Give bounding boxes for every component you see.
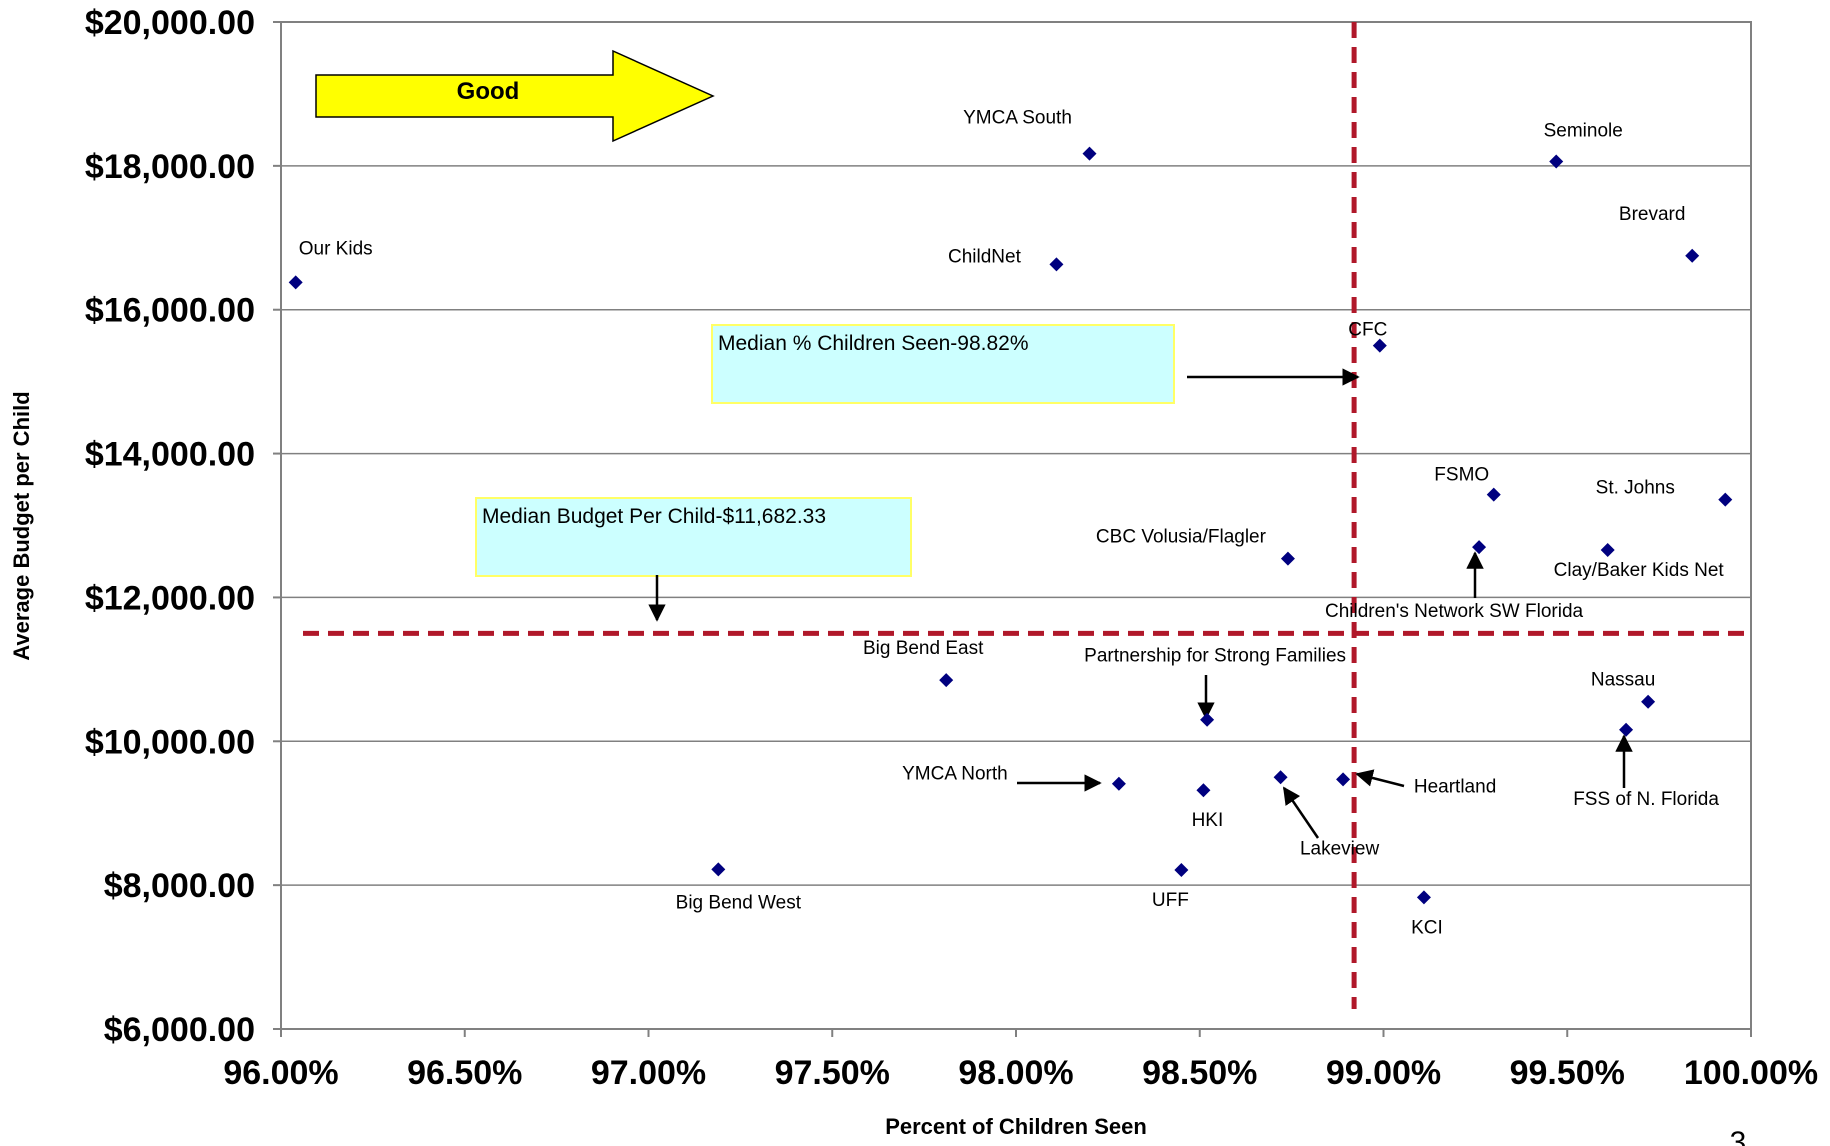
- data-point-label: YMCA North: [902, 764, 1008, 785]
- x-tick-label: 97.00%: [591, 1054, 706, 1092]
- data-point-label: YMCA South: [963, 108, 1072, 129]
- data-point-label: KCI: [1411, 917, 1443, 938]
- median-x-label: Median % Children Seen-98.82%: [718, 332, 1029, 355]
- x-axis-ticks: 96.00% 96.50% 97.00% 97.50% 98.00% 98.50% 99.0…: [223, 1029, 1818, 1092]
- data-point-marker: [711, 862, 726, 877]
- data-point-label: Big Bend West: [676, 892, 802, 913]
- data-point-marker: [1372, 338, 1387, 353]
- x-tick-label: 96.00%: [223, 1054, 338, 1092]
- x-axis-title: Percent of Children Seen: [885, 1114, 1147, 1139]
- x-tick-label: 99.50%: [1510, 1054, 1625, 1092]
- y-tick-label: $8,000.00: [104, 867, 255, 905]
- x-tick-label: 96.50%: [407, 1054, 522, 1092]
- data-point-marker: [1600, 542, 1615, 557]
- y-axis-title: Average Budget per Child: [9, 391, 34, 660]
- data-point-marker: [1082, 146, 1097, 161]
- y-tick-label: $12,000.00: [85, 579, 255, 617]
- data-point-marker: [1111, 776, 1126, 791]
- x-tick-label: 99.00%: [1326, 1054, 1441, 1092]
- data-point-marker: [1416, 890, 1431, 905]
- data-point-marker: [1486, 487, 1501, 502]
- good-label: Good: [457, 78, 520, 105]
- x-tick-label: 97.50%: [775, 1054, 890, 1092]
- data-point-marker: [288, 275, 303, 290]
- data-point-label: Brevard: [1619, 204, 1686, 225]
- data-point-marker: [1619, 722, 1634, 737]
- data-point-label: FSS of N. Florida: [1573, 789, 1719, 810]
- x-tick-label: 98.50%: [1142, 1054, 1257, 1092]
- data-point-label: Lakeview: [1300, 838, 1379, 859]
- data-point-label: St. Johns: [1596, 478, 1675, 499]
- annotation-arrows: [648, 368, 1633, 839]
- data-point-label: Nassau: [1591, 670, 1655, 691]
- data-point-marker: [1641, 694, 1656, 709]
- data-point-marker: [1200, 712, 1215, 727]
- y-tick-label: $16,000.00: [85, 292, 255, 330]
- median-y-label: Median Budget Per Child-$11,682.33: [482, 505, 826, 528]
- data-point-label: FSMO: [1434, 465, 1489, 486]
- data-point-marker: [1049, 257, 1064, 272]
- y-tick-label: $10,000.00: [85, 723, 255, 761]
- page-number: 3: [1730, 1126, 1747, 1146]
- data-point-marker: [1174, 863, 1189, 878]
- y-tick-label: $18,000.00: [85, 148, 255, 186]
- data-point-label: Partnership for Strong Families: [1084, 646, 1346, 667]
- grid-lines: [281, 165, 1751, 886]
- data-point-marker: [1273, 770, 1288, 785]
- data-point-label: HKI: [1192, 810, 1224, 831]
- y-axis-ticks: $6,000.00 $8,000.00 $10,000.00 $12,000.00 $1…: [85, 4, 281, 1049]
- data-point-marker: [1685, 248, 1700, 263]
- data-point-label: ChildNet: [948, 246, 1022, 267]
- data-points: [288, 146, 1733, 905]
- y-tick-label: $20,000.00: [85, 4, 255, 42]
- y-tick-label: $6,000.00: [104, 1011, 255, 1049]
- data-point-labels: Our Kids YMCA South ChildNet Seminole Brevar…: [299, 108, 1725, 939]
- median-x-box: Median % Children Seen-98.82%: [711, 324, 1175, 404]
- data-point-label: Our Kids: [299, 238, 373, 259]
- data-point-marker: [1280, 551, 1295, 566]
- data-point-label: UFF: [1152, 890, 1189, 911]
- good-arrow: Good: [315, 49, 715, 143]
- data-point-marker: [1336, 772, 1351, 787]
- data-point-label: Big Bend East: [863, 638, 984, 659]
- x-tick-label: 98.00%: [958, 1054, 1073, 1092]
- data-point-marker: [939, 673, 954, 688]
- x-tick-label: 100.00%: [1684, 1054, 1818, 1092]
- data-point-label: Children's Network SW Florida: [1325, 601, 1584, 622]
- data-point-label: Seminole: [1544, 121, 1623, 142]
- data-point-marker: [1718, 492, 1733, 507]
- data-point-label: Clay/Baker Kids Net: [1554, 560, 1725, 581]
- data-point-marker: [1472, 540, 1487, 555]
- y-tick-label: $14,000.00: [85, 436, 255, 474]
- median-y-box: Median Budget Per Child-$11,682.33: [475, 497, 912, 577]
- heartland-arrow: [1355, 769, 1405, 788]
- lakeview-arrow: [1282, 786, 1320, 839]
- data-point-marker: [1196, 783, 1211, 798]
- data-point-label: CFC: [1348, 320, 1387, 341]
- data-point-label: Heartland: [1414, 776, 1496, 797]
- data-point-label: CBC Volusia/Flagler: [1096, 527, 1267, 548]
- data-point-marker: [1549, 154, 1564, 169]
